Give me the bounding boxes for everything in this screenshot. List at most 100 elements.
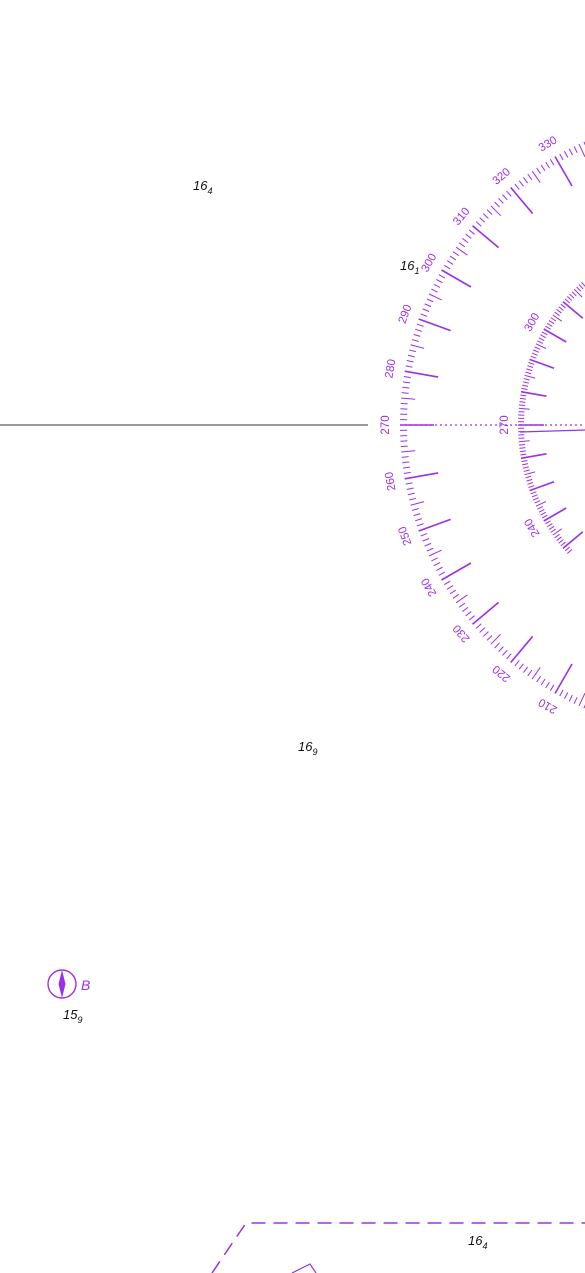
inner-tick <box>558 306 564 311</box>
outer-ring-label: 230 <box>451 622 473 644</box>
outer-tick <box>405 365 413 368</box>
outer-tick <box>444 580 451 586</box>
sounding-s2: 161 <box>400 258 419 276</box>
outer-tick <box>549 159 555 166</box>
inner-tick <box>519 450 526 453</box>
outer-tick <box>465 233 472 239</box>
inner-tick <box>531 494 538 498</box>
inner-tick <box>522 381 529 384</box>
inner-tick <box>550 317 557 322</box>
inner-tick <box>534 500 541 504</box>
outer-tick <box>545 681 550 689</box>
outer-tick <box>510 635 534 663</box>
inner-tick <box>518 404 526 407</box>
inner-tick <box>573 288 583 298</box>
outer-tick <box>436 279 443 284</box>
outer-tick <box>518 180 524 187</box>
inner-tick <box>520 453 547 460</box>
inner-tick <box>560 541 566 547</box>
outer-tick <box>540 164 546 172</box>
outer-ring-label: 320 <box>491 166 513 188</box>
inner-tick <box>524 374 536 379</box>
outer-tick <box>523 666 529 673</box>
inner-tick <box>521 459 528 463</box>
outer-tick <box>486 635 493 641</box>
outer-tick <box>568 148 573 156</box>
outer-tick <box>416 523 424 527</box>
inner-tick <box>562 300 584 319</box>
inner-tick <box>548 525 555 530</box>
outer-tick <box>527 173 533 181</box>
outer-tick <box>449 255 457 261</box>
outer-tick <box>441 562 472 581</box>
inner-tick <box>550 528 557 533</box>
inner-tick <box>564 298 570 304</box>
buoy-icon <box>47 969 77 999</box>
outer-tick <box>407 492 415 496</box>
inner-tick <box>552 528 563 536</box>
inner-tick <box>530 491 537 495</box>
inner-tick <box>523 378 530 381</box>
outer-tick <box>406 360 414 363</box>
inner-tick <box>522 466 529 469</box>
buoy-letter: B <box>81 977 90 993</box>
outer-tick <box>402 386 410 389</box>
outer-tick <box>403 471 411 474</box>
outer-tick <box>531 667 541 680</box>
outer-tick <box>401 397 416 400</box>
outer-tick <box>455 594 468 604</box>
outer-tick <box>402 381 411 384</box>
inner-ring-label: 270 <box>499 415 511 434</box>
outer-tick <box>549 684 555 691</box>
outer-tick <box>545 161 550 169</box>
inner-tick <box>538 337 545 342</box>
inner-tick <box>541 331 548 336</box>
outer-tick <box>578 693 585 707</box>
outer-tick <box>405 482 413 485</box>
outer-tick <box>559 153 564 161</box>
inner-tick <box>545 325 551 330</box>
inner-tick <box>518 407 530 410</box>
outer-tick <box>403 376 411 379</box>
outer-tick <box>441 269 472 288</box>
sounding-s4: 159 <box>63 1007 82 1025</box>
inner-tick <box>564 546 570 552</box>
outer-tick <box>527 669 533 677</box>
outer-ring-label: 310 <box>451 206 473 228</box>
inner-tick <box>554 533 560 539</box>
outer-ring-label: 240 <box>419 576 439 599</box>
inner-tick <box>562 531 584 550</box>
inner-tick <box>533 349 539 353</box>
inner-area-boundary <box>291 1263 317 1273</box>
inner-tick <box>519 397 526 400</box>
inner-tick <box>524 471 536 476</box>
outer-ring-label: 220 <box>491 662 513 684</box>
inner-tick <box>533 497 539 501</box>
outer-tick <box>475 221 482 227</box>
outer-tick <box>449 589 457 595</box>
inner-tick <box>518 440 530 443</box>
outer-tick <box>458 242 466 248</box>
outer-tick <box>578 143 585 157</box>
inner-tick <box>566 296 573 301</box>
inner-tick <box>556 536 562 541</box>
inner-tick <box>556 309 562 314</box>
outer-tick <box>418 518 451 532</box>
inner-ring-label: 300 <box>522 311 542 334</box>
outer-tick <box>536 675 541 683</box>
inner-tick <box>558 539 564 544</box>
outer-tick <box>413 333 421 337</box>
outer-tick <box>416 323 424 327</box>
outer-tick <box>406 487 414 490</box>
inner-tick <box>571 291 577 297</box>
inner-tick <box>529 481 555 492</box>
inner-tick <box>560 303 566 309</box>
outer-tick <box>426 547 434 552</box>
inner-tick <box>538 508 545 513</box>
inner-tick <box>525 371 532 375</box>
outer-tick <box>494 642 500 649</box>
outer-tick <box>446 585 454 590</box>
outer-tick <box>433 562 441 567</box>
inner-tick <box>537 340 544 344</box>
